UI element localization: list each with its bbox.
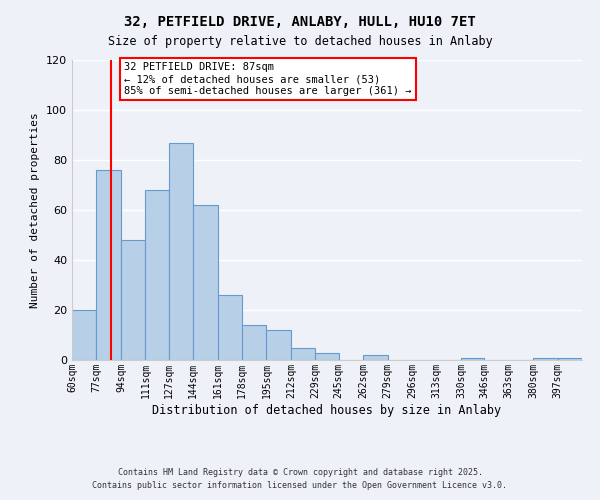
Bar bbox=[533, 358, 557, 360]
Y-axis label: Number of detached properties: Number of detached properties bbox=[31, 112, 40, 308]
Bar bbox=[145, 190, 169, 360]
Text: 32, PETFIELD DRIVE, ANLABY, HULL, HU10 7ET: 32, PETFIELD DRIVE, ANLABY, HULL, HU10 7… bbox=[124, 15, 476, 29]
Bar bbox=[291, 348, 316, 360]
Text: 32 PETFIELD DRIVE: 87sqm
← 12% of detached houses are smaller (53)
85% of semi-d: 32 PETFIELD DRIVE: 87sqm ← 12% of detach… bbox=[124, 62, 412, 96]
Text: Size of property relative to detached houses in Anlaby: Size of property relative to detached ho… bbox=[107, 35, 493, 48]
Bar bbox=[121, 240, 145, 360]
Bar bbox=[242, 325, 266, 360]
Bar bbox=[363, 355, 388, 360]
Bar bbox=[193, 205, 218, 360]
Bar bbox=[72, 310, 97, 360]
X-axis label: Distribution of detached houses by size in Anlaby: Distribution of detached houses by size … bbox=[152, 404, 502, 416]
Text: Contains HM Land Registry data © Crown copyright and database right 2025.
Contai: Contains HM Land Registry data © Crown c… bbox=[92, 468, 508, 489]
Bar bbox=[316, 352, 338, 360]
Bar bbox=[461, 358, 484, 360]
Bar bbox=[557, 358, 582, 360]
Bar bbox=[266, 330, 291, 360]
Bar bbox=[97, 170, 121, 360]
Bar bbox=[218, 295, 242, 360]
Bar bbox=[169, 142, 193, 360]
